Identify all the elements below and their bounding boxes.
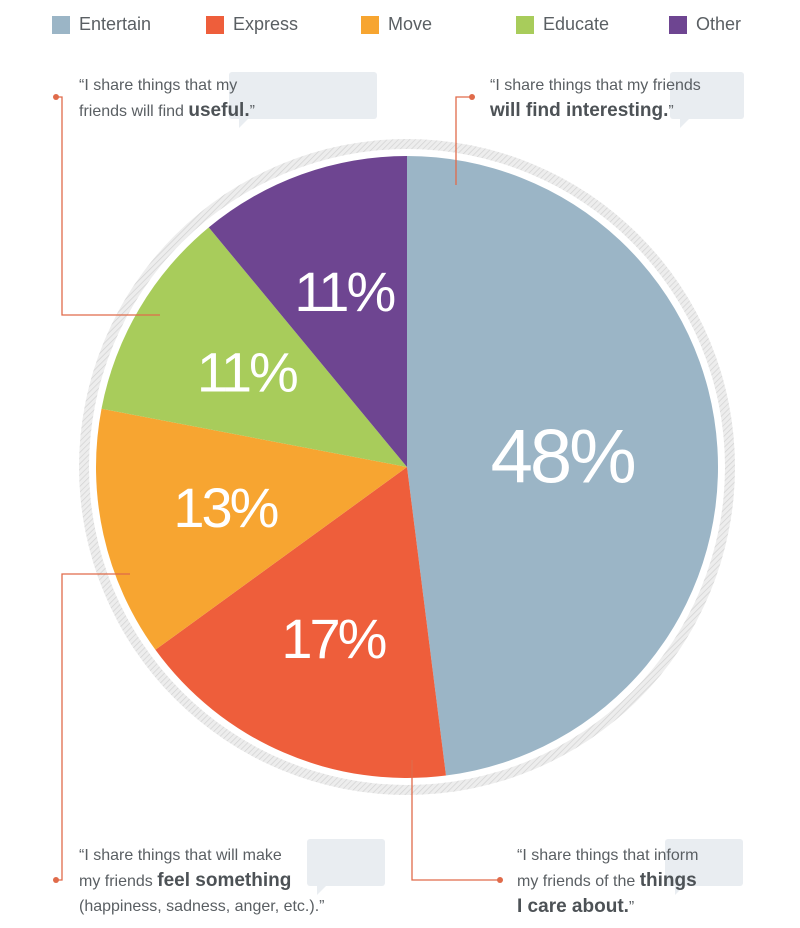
legend-label-entertain: Entertain: [79, 14, 152, 34]
annotation-feel-line-2: my friends feel something: [79, 870, 292, 891]
legend-item-other: Other: [669, 14, 741, 35]
legend-item-entertain: Entertain: [52, 14, 151, 35]
legend-swatch-entertain: [52, 15, 70, 34]
legend-label-express: Express: [233, 14, 299, 34]
pie-slices: [96, 156, 719, 779]
pie-label-educate: 11%: [197, 341, 297, 404]
annotation-interesting-line-2: will find interesting.”: [490, 100, 674, 121]
annotation-care-line-2: my friends of the things: [517, 870, 697, 891]
pie-slice-educate: [101, 227, 407, 467]
legend-swatch-other: [669, 15, 687, 34]
annotation-feel-line-3: (happiness, sadness, anger, etc.).”: [79, 898, 325, 915]
pie-slice-move: [96, 408, 408, 650]
connector-care: [411, 760, 500, 881]
annotation-connectors: [53, 94, 503, 883]
annotation-care-line-1: “I share things that inform: [517, 847, 699, 864]
legend: Entertain Express Move Educate Other: [52, 14, 772, 38]
connector-dot-feel: [53, 877, 59, 883]
pie-label-move: 13%: [173, 476, 277, 539]
pie-slice-express: [155, 467, 446, 779]
speech-bubble-interesting: [670, 72, 744, 128]
pie-slice-entertain: [407, 156, 719, 776]
speech-bubble-care: [665, 839, 743, 895]
pie-label-entertain: 48%: [491, 415, 635, 500]
legend-swatch-educate: [516, 15, 534, 34]
legend-label-move: Move: [388, 14, 433, 34]
annotation-useful: “I share things that my friends will fin…: [79, 72, 377, 128]
annotation-care-line-3: I care about.”: [517, 896, 635, 917]
legend-item-move: Move: [361, 14, 432, 35]
annotation-useful-line-1: “I share things that my: [79, 77, 238, 94]
annotation-interesting: “I share things that my friends will fin…: [490, 72, 744, 128]
connector-dot-interesting: [469, 94, 475, 100]
legend-label-other: Other: [696, 14, 742, 34]
legend-label-educate: Educate: [543, 14, 610, 34]
pie-slice-other: [208, 156, 407, 467]
legend-swatch-move: [361, 15, 379, 34]
connector-dot-useful: [53, 94, 59, 100]
connector-dot-care: [497, 877, 503, 883]
legend-swatch-express: [206, 15, 224, 34]
speech-bubble-useful: [229, 72, 377, 128]
annotation-interesting-line-1: “I share things that my friends: [490, 77, 701, 94]
annotation-care: “I share things that inform my friends o…: [517, 839, 743, 920]
annotation-feel: “I share things that will make my friend…: [79, 839, 385, 919]
legend-item-educate: Educate: [516, 14, 609, 35]
annotation-useful-line-2: friends will find useful.”: [79, 100, 255, 121]
speech-bubble-feel: [307, 839, 385, 895]
annotation-feel-line-1: “I share things that will make: [79, 847, 282, 864]
pie-labels: 48% 17% 13% 11% 11%: [173, 260, 637, 670]
legend-item-express: Express: [206, 14, 298, 35]
connector-interesting: [455, 96, 472, 185]
pie-label-other: 11%: [294, 260, 394, 323]
pie-label-express: 17%: [281, 607, 385, 670]
